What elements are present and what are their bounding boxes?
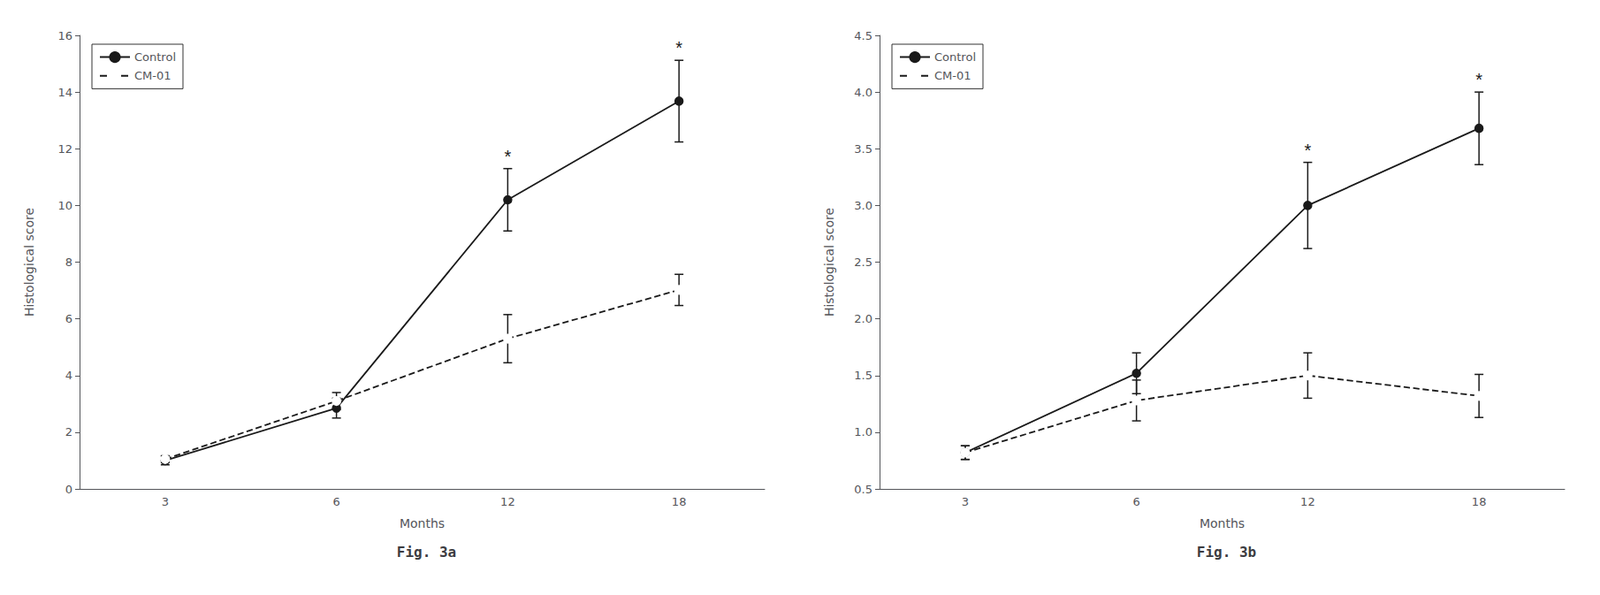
svg-text:12: 12 bbox=[57, 142, 73, 156]
svg-text:2.5: 2.5 bbox=[853, 255, 873, 269]
svg-text:10: 10 bbox=[57, 198, 73, 213]
svg-text:14: 14 bbox=[57, 85, 73, 100]
svg-text:3: 3 bbox=[161, 495, 169, 509]
svg-text:4: 4 bbox=[65, 368, 73, 382]
svg-text:2.0: 2.0 bbox=[853, 312, 873, 326]
svg-text:12: 12 bbox=[500, 495, 516, 509]
svg-text:CM-01: CM-01 bbox=[934, 68, 972, 83]
svg-text:6: 6 bbox=[65, 312, 73, 326]
svg-text:*: * bbox=[1475, 69, 1483, 90]
svg-text:2: 2 bbox=[65, 425, 73, 439]
svg-text:3.5: 3.5 bbox=[853, 142, 873, 156]
svg-text:4.0: 4.0 bbox=[853, 85, 873, 100]
svg-text:6: 6 bbox=[332, 495, 340, 509]
svg-text:18: 18 bbox=[671, 495, 687, 509]
svg-text:1.0: 1.0 bbox=[853, 425, 873, 439]
svg-text:6: 6 bbox=[1132, 495, 1140, 509]
svg-text:*: * bbox=[503, 146, 511, 167]
svg-text:16: 16 bbox=[57, 29, 73, 43]
svg-text:4.5: 4.5 bbox=[853, 29, 873, 43]
svg-text:*: * bbox=[675, 38, 683, 58]
svg-text:Months: Months bbox=[399, 516, 445, 531]
svg-text:18: 18 bbox=[1471, 495, 1487, 509]
svg-text:Histological score: Histological score bbox=[822, 207, 837, 317]
svg-text:3.0: 3.0 bbox=[853, 198, 873, 213]
svg-text:12: 12 bbox=[1300, 495, 1316, 509]
svg-text:Control: Control bbox=[934, 50, 976, 64]
svg-text:3: 3 bbox=[961, 495, 969, 509]
svg-text:1.5: 1.5 bbox=[853, 368, 873, 382]
svg-text:Months: Months bbox=[1199, 516, 1245, 531]
svg-text:Control: Control bbox=[134, 50, 176, 64]
svg-text:*: * bbox=[1303, 140, 1311, 160]
svg-text:0.5: 0.5 bbox=[853, 482, 873, 496]
svg-text:CM-01: CM-01 bbox=[134, 68, 172, 83]
svg-text:Fig. 3b: Fig. 3b bbox=[1196, 543, 1257, 561]
svg-text:Histological score: Histological score bbox=[22, 207, 37, 317]
svg-text:Fig. 3a: Fig. 3a bbox=[396, 543, 457, 561]
svg-text:8: 8 bbox=[65, 255, 73, 269]
svg-text:0: 0 bbox=[65, 482, 73, 496]
